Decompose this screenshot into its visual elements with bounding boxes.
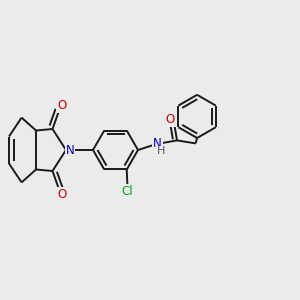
Text: O: O [57,99,66,112]
Text: H: H [157,146,165,157]
Text: O: O [57,188,66,201]
Text: O: O [166,113,175,126]
Text: N: N [65,143,74,157]
Text: N: N [153,137,162,150]
Text: Cl: Cl [122,184,133,198]
